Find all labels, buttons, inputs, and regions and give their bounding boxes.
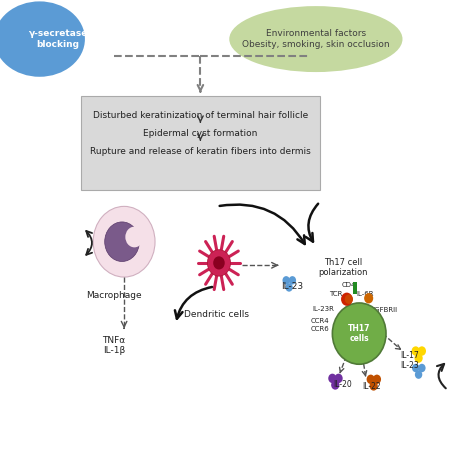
Text: TNFα
IL-1β: TNFα IL-1β bbox=[102, 336, 126, 355]
Circle shape bbox=[341, 292, 353, 306]
Text: CCR6: CCR6 bbox=[310, 326, 329, 332]
Text: Dendritic cells: Dendritic cells bbox=[184, 310, 249, 319]
Bar bbox=[353, 282, 357, 294]
Text: TCR: TCR bbox=[329, 292, 342, 298]
Circle shape bbox=[332, 303, 386, 364]
Circle shape bbox=[283, 276, 290, 284]
Circle shape bbox=[415, 370, 422, 379]
Text: Environmental factors
Obesity, smoking, skin occlusion: Environmental factors Obesity, smoking, … bbox=[242, 29, 390, 49]
Circle shape bbox=[328, 374, 337, 383]
Circle shape bbox=[345, 294, 353, 304]
Circle shape bbox=[335, 374, 343, 383]
Text: CCR4: CCR4 bbox=[310, 318, 329, 324]
Text: Disturbed keratinization of terminal hair follicle: Disturbed keratinization of terminal hai… bbox=[93, 111, 308, 120]
FancyBboxPatch shape bbox=[81, 96, 320, 190]
Text: TH17
cells: TH17 cells bbox=[348, 324, 371, 343]
Circle shape bbox=[213, 256, 225, 270]
Circle shape bbox=[208, 250, 230, 276]
Circle shape bbox=[364, 293, 373, 303]
Text: Macrophage: Macrophage bbox=[86, 292, 142, 301]
Circle shape bbox=[366, 374, 375, 384]
Ellipse shape bbox=[0, 1, 85, 77]
Text: IL-23: IL-23 bbox=[281, 282, 303, 291]
Circle shape bbox=[331, 380, 339, 390]
Text: Th17 cell
polarization: Th17 cell polarization bbox=[318, 258, 367, 277]
Text: IL-20: IL-20 bbox=[333, 380, 352, 389]
Circle shape bbox=[125, 227, 144, 247]
Text: IL-22: IL-22 bbox=[362, 383, 381, 392]
Circle shape bbox=[418, 346, 426, 356]
Text: IL-23: IL-23 bbox=[401, 361, 419, 370]
Circle shape bbox=[412, 364, 419, 372]
Circle shape bbox=[93, 206, 155, 277]
Text: IL-17: IL-17 bbox=[401, 351, 419, 360]
Circle shape bbox=[411, 346, 420, 356]
Circle shape bbox=[414, 354, 423, 363]
Circle shape bbox=[370, 381, 378, 391]
Text: IL-23R: IL-23R bbox=[312, 306, 334, 311]
Circle shape bbox=[373, 374, 381, 384]
Text: TGFBRII: TGFBRII bbox=[370, 307, 398, 313]
Circle shape bbox=[285, 283, 293, 292]
Ellipse shape bbox=[229, 6, 402, 72]
Text: IL-6R: IL-6R bbox=[356, 292, 374, 298]
Circle shape bbox=[418, 364, 426, 372]
Circle shape bbox=[105, 222, 139, 262]
Text: Epidermal cyst formation: Epidermal cyst formation bbox=[143, 129, 257, 138]
Text: Rupture and release of keratin fibers into dermis: Rupture and release of keratin fibers in… bbox=[90, 147, 311, 156]
Circle shape bbox=[289, 276, 296, 284]
Text: γ-secretase
blocking: γ-secretase blocking bbox=[28, 29, 88, 49]
Text: CD4: CD4 bbox=[342, 282, 356, 288]
